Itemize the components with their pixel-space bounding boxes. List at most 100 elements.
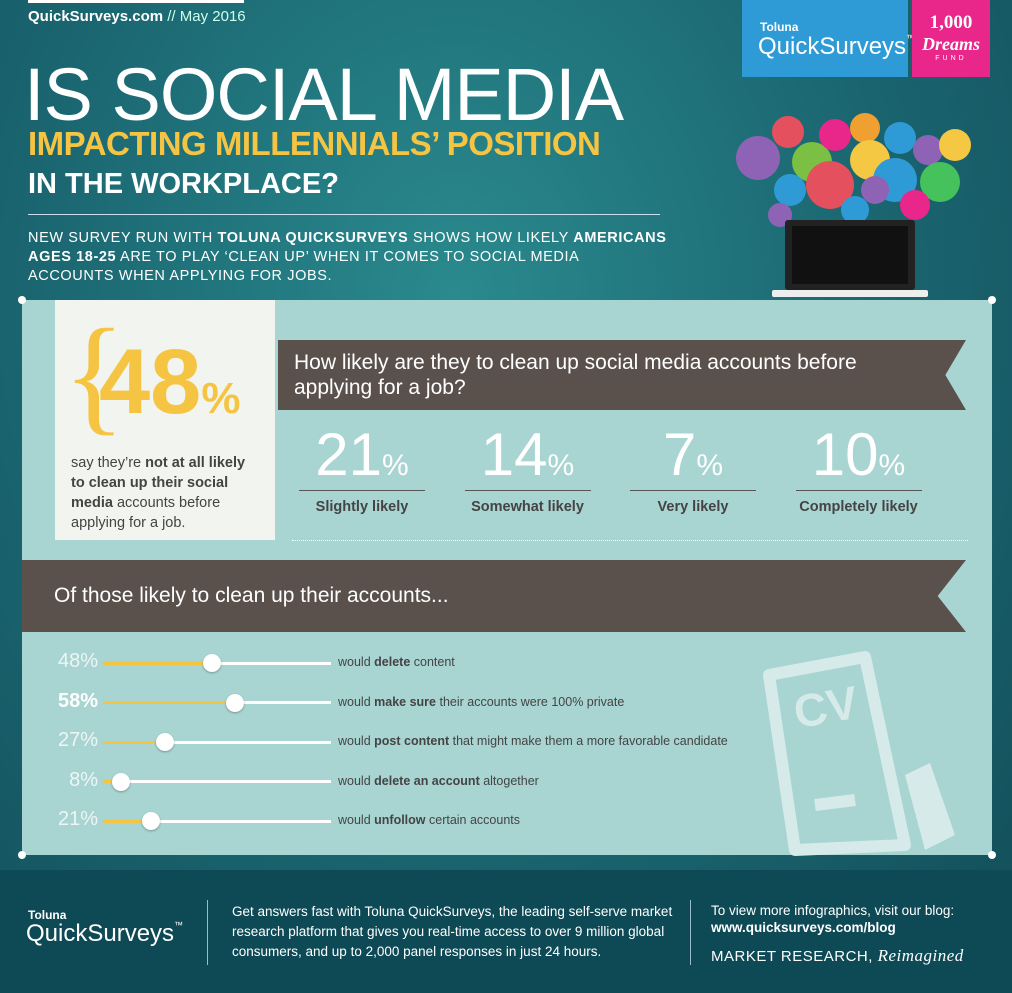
stat-rule (299, 490, 425, 491)
dotted-rule (292, 540, 968, 541)
top-rule (28, 0, 244, 3)
site: QuickSurveys.com (28, 8, 164, 25)
stat: 7% Very likely (630, 420, 756, 515)
cv-icon: CV (763, 651, 955, 856)
action-text: would make sure their accounts were 100%… (338, 695, 624, 709)
corner-dot (988, 851, 996, 859)
slider-track (103, 819, 331, 823)
title-line2: IMPACTING MILLENNIALS’ POSITION (28, 125, 601, 162)
text-run: certain accounts (425, 813, 521, 827)
stat-unit: % (878, 449, 906, 482)
footer-logo-product: QuickSurveys (26, 920, 175, 947)
action-text: would delete an account altogether (338, 774, 539, 788)
text-run: would (338, 813, 375, 827)
stat: 10% Completely likely (795, 420, 922, 515)
title-line1: IS SOCIAL MEDIA (24, 53, 624, 136)
footer-tm: ™ (174, 920, 184, 930)
highlight-text: say they’re not at all likely to clean u… (71, 453, 256, 533)
logo-box: Toluna QuickSurveys™ (742, 0, 915, 77)
stat-rule (630, 490, 756, 491)
text-run: not at all likely to clean up their soci… (71, 455, 246, 511)
slider-track (103, 780, 331, 783)
corner-dot (988, 296, 996, 304)
icon-cluster (736, 113, 971, 297)
footer-about: Get answers fast with Toluna QuickSurvey… (232, 904, 673, 959)
logo-brand: Toluna (760, 20, 799, 34)
text-run: TOLUNA QUICKSURVEYS (217, 230, 409, 246)
title-line3: IN THE WORKPLACE? (28, 168, 339, 200)
text-run: delete (374, 655, 411, 669)
logo-product-text: QuickSurveys (758, 33, 907, 60)
text-run: altogether (479, 773, 539, 788)
text-run: their accounts were 100% private (436, 694, 625, 709)
slider-fill (103, 740, 165, 744)
stat-label: Somewhat likely (471, 499, 584, 515)
text-run: would (338, 734, 375, 748)
action-label: 8% (69, 768, 98, 791)
divider (28, 214, 660, 215)
stat: 21% Slightly likely (299, 420, 425, 515)
stat-value: 21 (315, 421, 383, 488)
tagline: MARKET RESEARCH, Reimagined (711, 946, 964, 966)
slider-knob (112, 772, 131, 791)
subheading: Of those likely to clean up their accoun… (54, 584, 449, 607)
stat-unit: % (547, 449, 575, 482)
logo-product: QuickSurveys™ (758, 33, 915, 61)
stat-number: 14% (465, 420, 591, 490)
text-run: unfollow (374, 813, 426, 827)
stat-rule (795, 490, 922, 491)
stat-label: Completely likely (799, 499, 918, 515)
slider-fill (103, 780, 122, 783)
footer-divider (690, 900, 691, 965)
text-run: delete an account (374, 773, 480, 788)
fund-word: FUND (935, 55, 967, 62)
slider-fill (103, 661, 213, 665)
footer-divider (207, 900, 208, 965)
stat-value: 14 (480, 421, 548, 488)
action-label: 27% (57, 729, 98, 751)
corner-dot (18, 851, 26, 859)
stat-label: Very likely (657, 499, 729, 515)
stat-value: 10 (811, 421, 879, 488)
tagline-script: Reimagined (877, 946, 964, 965)
text-run: would (338, 655, 375, 669)
brace: { (63, 303, 126, 447)
site-line: QuickSurveys.com // May 2016 (28, 8, 246, 25)
cv-text: CV (790, 676, 862, 738)
tm: ™ (906, 33, 916, 43)
text-run: SHOWS HOW LIKELY (408, 230, 574, 246)
action-label: 21% (57, 808, 98, 830)
footer-logo: QuickSurveys™ (26, 920, 183, 948)
slider-knob (155, 733, 174, 751)
stat-unit: % (382, 449, 409, 482)
corner-dot (18, 296, 26, 304)
slider-track (103, 740, 331, 744)
text-run: that might make them a more favorable ca… (449, 734, 728, 748)
question-banner: How likely are they to clean up social m… (278, 340, 966, 410)
intro: NEW SURVEY RUN WITH TOLUNA QUICKSURVEYS … (28, 229, 668, 286)
slider-knob (226, 693, 245, 712)
fund-number: 1,000 (929, 12, 973, 33)
tagline-text: MARKET RESEARCH, (711, 948, 873, 965)
text-run: accounts before applying for a job. (71, 495, 221, 531)
fund-box: 1,000 Dreams FUND (912, 0, 990, 77)
highlight-card: { 48% say they’re not at all likely to c… (55, 300, 275, 540)
text-run: content (410, 655, 455, 669)
stat-value: 7 (662, 421, 697, 488)
highlight-number: 48% (99, 330, 240, 435)
action-text: would unfollow certain accounts (338, 813, 520, 827)
stat-rule (464, 490, 591, 491)
stat-label: Slightly likely (315, 499, 409, 515)
text-run: post content (374, 734, 450, 748)
text-run: would (338, 773, 375, 788)
blog-url: www.quicksurveys.com/blog (711, 920, 896, 935)
text-run: make sure (374, 694, 436, 709)
text-run: AMERICANS AGES 18-25 (28, 230, 667, 265)
text-run: NEW SURVEY RUN WITH (28, 230, 218, 246)
footer-logo-brand: Toluna (28, 908, 67, 922)
highlight-value: 48 (99, 331, 202, 433)
highlight-unit: % (201, 374, 241, 423)
footer: Toluna QuickSurveys™ Get answers fast wi… (0, 870, 1012, 993)
text-run: ARE TO PLAY ‘CLEAN UP’ WHEN IT COMES TO … (28, 249, 579, 284)
